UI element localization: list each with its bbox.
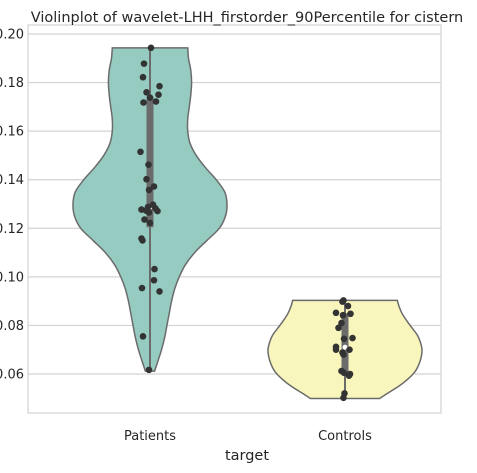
y-tick-label: 0.16 — [0, 125, 24, 140]
data-point — [139, 73, 147, 81]
iqr-box-controls — [341, 313, 349, 374]
data-point — [339, 298, 346, 305]
y-tick-label: 0.12 — [0, 222, 24, 237]
data-point — [156, 82, 163, 90]
y-tick-label: 0.18 — [0, 76, 24, 91]
strip-points — [137, 44, 356, 402]
data-point — [155, 91, 162, 99]
data-point — [154, 207, 161, 215]
data-point — [145, 161, 152, 168]
data-point — [147, 44, 155, 52]
y-tick-label: 0.06 — [0, 368, 24, 383]
data-point — [338, 319, 345, 327]
data-point — [151, 265, 158, 273]
chart-title: Violinplot of wavelet-LHH_firstorder_90P… — [31, 10, 463, 26]
data-point — [349, 334, 356, 342]
data-point — [335, 324, 342, 332]
data-point — [340, 394, 347, 402]
plot-frame — [27, 24, 442, 414]
data-point — [344, 302, 352, 310]
data-point — [145, 366, 153, 374]
data-point — [340, 335, 348, 343]
data-point — [340, 351, 347, 358]
x-axis-label: target — [225, 448, 269, 464]
data-point — [145, 209, 153, 216]
x-tick-label: Patients — [124, 429, 176, 444]
data-point — [138, 284, 146, 292]
data-point — [144, 203, 152, 211]
data-point — [137, 148, 144, 156]
data-point — [152, 98, 160, 105]
y-tick-label: 0.08 — [0, 319, 24, 334]
data-point — [141, 216, 148, 223]
data-point — [140, 60, 148, 67]
y-tick-label: 0.14 — [0, 173, 24, 188]
x-tick-labels: Patients Controls — [124, 429, 372, 444]
data-point — [340, 369, 348, 377]
data-point — [145, 186, 153, 194]
data-point — [143, 88, 150, 96]
data-point — [139, 237, 146, 244]
data-point — [146, 219, 154, 227]
data-point — [150, 183, 158, 190]
y-tick-label: 0.10 — [0, 270, 24, 285]
x-tick-label: Controls — [318, 429, 372, 444]
y-tick-label: 0.20 — [0, 28, 24, 43]
data-point — [146, 94, 154, 101]
data-point — [347, 310, 354, 318]
data-point — [143, 175, 150, 183]
y-tick-labels: 0.06 0.08 0.10 0.12 0.14 0.16 0.18 0.20 — [0, 28, 24, 383]
data-point — [346, 346, 353, 354]
median-marker-controls — [342, 344, 348, 350]
data-point — [332, 309, 340, 317]
data-point — [332, 346, 340, 354]
data-point — [139, 333, 147, 340]
data-point — [339, 311, 347, 319]
data-point — [140, 99, 147, 106]
data-point — [150, 276, 158, 284]
data-point — [345, 372, 353, 380]
data-point — [156, 288, 163, 295]
